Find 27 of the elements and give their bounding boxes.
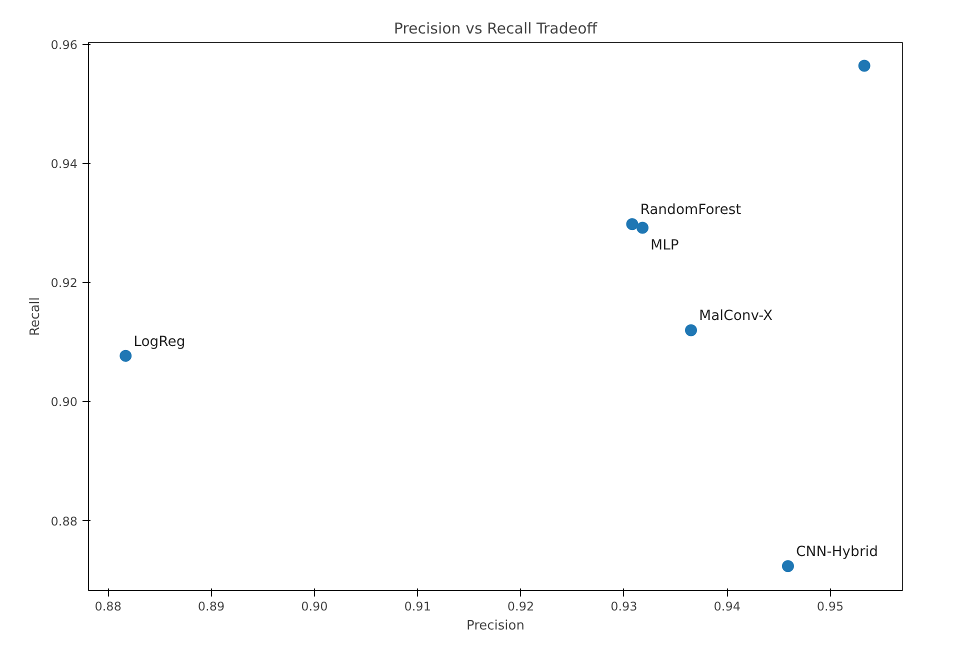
- x-tick-label: 0.92: [507, 600, 534, 614]
- point: [858, 60, 870, 72]
- chart-title: Precision vs Recall Tradeoff: [394, 20, 598, 38]
- point: [636, 222, 649, 234]
- point: [782, 560, 794, 572]
- x-tick-label: 0.89: [198, 600, 225, 614]
- y-tick-label: 0.88: [50, 514, 78, 528]
- annotation: LogReg: [134, 334, 186, 350]
- y-tick-label: 0.96: [50, 38, 78, 52]
- annotation: MalConv-X: [699, 308, 774, 324]
- y-tick-label: 0.90: [50, 395, 78, 410]
- x-tick-label: 0.95: [816, 600, 844, 614]
- x-axis-title: Precision: [466, 618, 525, 634]
- x-tick-label: 0.93: [610, 600, 638, 614]
- y-tick-label: 0.94: [50, 156, 78, 171]
- x-tick-label: 0.94: [714, 600, 740, 614]
- point: [120, 350, 132, 362]
- point: [685, 324, 698, 336]
- annotation: MLP: [650, 238, 679, 254]
- annotation: CNN-Hybrid: [796, 544, 878, 560]
- y-tick-label: 0.92: [50, 276, 78, 290]
- y-axis-title: Recall: [28, 297, 43, 336]
- point: [626, 218, 638, 230]
- x-tick-label: 0.88: [94, 600, 122, 614]
- annotation: RandomForest: [640, 202, 742, 218]
- x-tick-label: 0.90: [301, 600, 328, 614]
- x-tick-label: 0.91: [404, 600, 431, 614]
